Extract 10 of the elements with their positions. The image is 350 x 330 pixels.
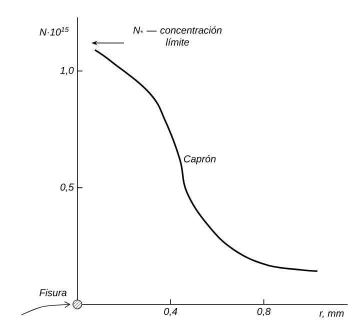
y-tick-label: 0,5: [60, 184, 74, 192]
y-tick-label: 1,0: [60, 66, 74, 76]
annotation: Fisura: [40, 288, 67, 296]
x-axis-title: r, mm: [319, 311, 344, 318]
annotation: N$_{*}$ — concentración límite: [133, 26, 222, 46]
x-tick-label: 0,4: [164, 308, 178, 316]
y-axis-title: N·10$^{15}$: [40, 27, 69, 36]
series-label: Caprón: [184, 154, 216, 164]
x-tick-label: 0,8: [257, 308, 271, 316]
line-series: [94, 49, 318, 272]
